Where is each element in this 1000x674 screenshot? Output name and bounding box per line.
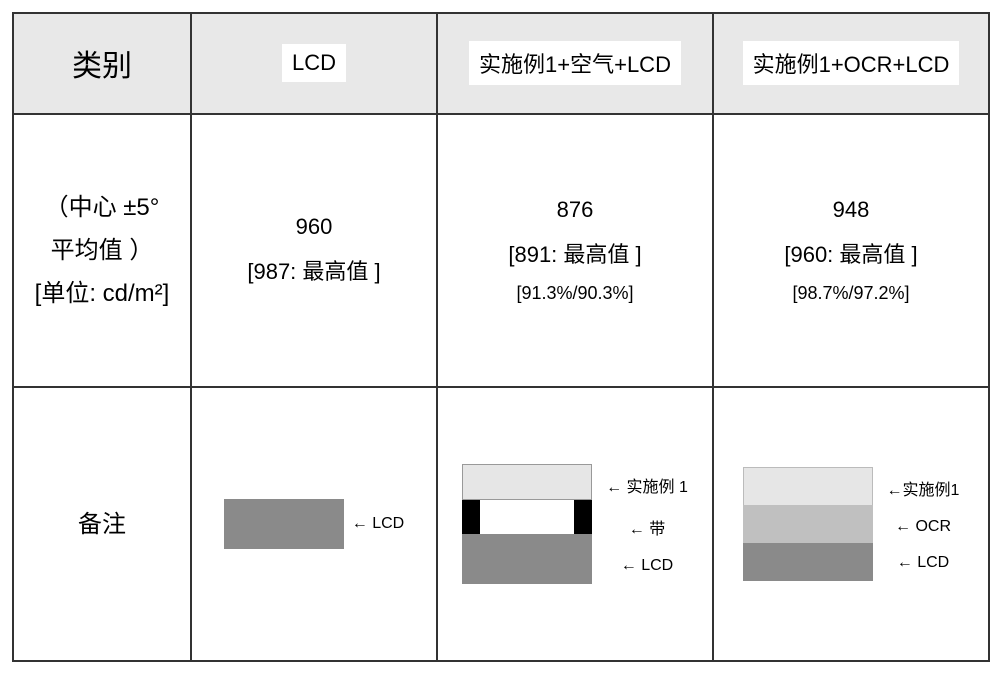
rowlabel-line1: （中心 ±5°	[14, 186, 190, 229]
note-row: 备注 ← LCD ← 实施例 1	[13, 387, 989, 661]
note-lcd-diagram: ← LCD	[191, 387, 437, 661]
header-ex1-ocr-lcd-text: 实施例1+OCR+LCD	[743, 41, 960, 85]
air-layer-bottom	[462, 534, 592, 584]
lcd-max: [987: 最高值 ]	[247, 254, 380, 286]
ocr-label-2: ← LCD	[887, 554, 960, 572]
air-stack	[462, 464, 592, 584]
comparison-table: 类别 LCD 实施例1+空气+LCD 实施例1+OCR+LCD （中心 ±5° …	[12, 12, 990, 662]
lcd-rect	[224, 499, 344, 549]
air-value: 876	[557, 197, 594, 223]
ocr-stack	[743, 467, 873, 581]
luminance-ocr: 948 [960: 最高值 ] [98.7%/97.2%]	[713, 114, 989, 388]
ocr-label-0: ←实施例1	[887, 476, 960, 500]
note-row-label: 备注	[13, 387, 191, 661]
header-category: 类别	[13, 13, 191, 114]
rowlabel-line2: 平均值 ）	[14, 229, 190, 272]
note-label-text: 备注	[78, 511, 126, 538]
air-label-tape: ← 带	[606, 515, 688, 539]
air-label-bottom: ← LCD	[606, 557, 688, 575]
luminance-row: （中心 ±5° 平均值 ） [单位: cd/m²] 960 [987: 最高值 …	[13, 114, 989, 388]
luminance-air: 876 [891: 最高值 ] [91.3%/90.3%]	[437, 114, 713, 388]
header-lcd-text: LCD	[282, 44, 346, 82]
ocr-label-1: ← OCR	[887, 518, 960, 536]
luminance-lcd: 960 [987: 最高值 ]	[191, 114, 437, 388]
header-ex1-air-lcd-text: 实施例1+空气+LCD	[469, 41, 681, 85]
lcd-value: 960	[296, 214, 333, 240]
ocr-value: 948	[833, 197, 870, 223]
header-ex1-air-lcd: 实施例1+空气+LCD	[437, 13, 713, 114]
tape-left	[462, 500, 480, 534]
lcd-arrow-label: ← LCD	[352, 515, 404, 533]
note-ocr-diagram: ←实施例1 ← OCR ← LCD	[713, 387, 989, 661]
tape-right	[574, 500, 592, 534]
air-layer-top	[462, 464, 592, 500]
ocr-layer-1	[743, 505, 873, 543]
note-air-diagram: ← 实施例 1 ← 带 ← LCD	[437, 387, 713, 661]
air-pct: [91.3%/90.3%]	[516, 283, 633, 304]
air-layer-tape	[462, 500, 592, 534]
air-label-top: ← 实施例 1	[606, 473, 688, 497]
air-max: [891: 最高值 ]	[508, 237, 641, 269]
tape-gap	[480, 500, 574, 534]
ocr-layer-2	[743, 543, 873, 581]
ocr-max: [960: 最高值 ]	[784, 237, 917, 269]
header-ex1-ocr-lcd: 实施例1+OCR+LCD	[713, 13, 989, 114]
ocr-pct: [98.7%/97.2%]	[792, 283, 909, 304]
header-category-text: 类别	[72, 50, 132, 83]
ocr-layer-0	[743, 467, 873, 505]
table-header-row: 类别 LCD 实施例1+空气+LCD 实施例1+OCR+LCD	[13, 13, 989, 114]
luminance-row-label: （中心 ±5° 平均值 ） [单位: cd/m²]	[13, 114, 191, 388]
rowlabel-line3: [单位: cd/m²]	[14, 272, 190, 315]
header-lcd: LCD	[191, 13, 437, 114]
